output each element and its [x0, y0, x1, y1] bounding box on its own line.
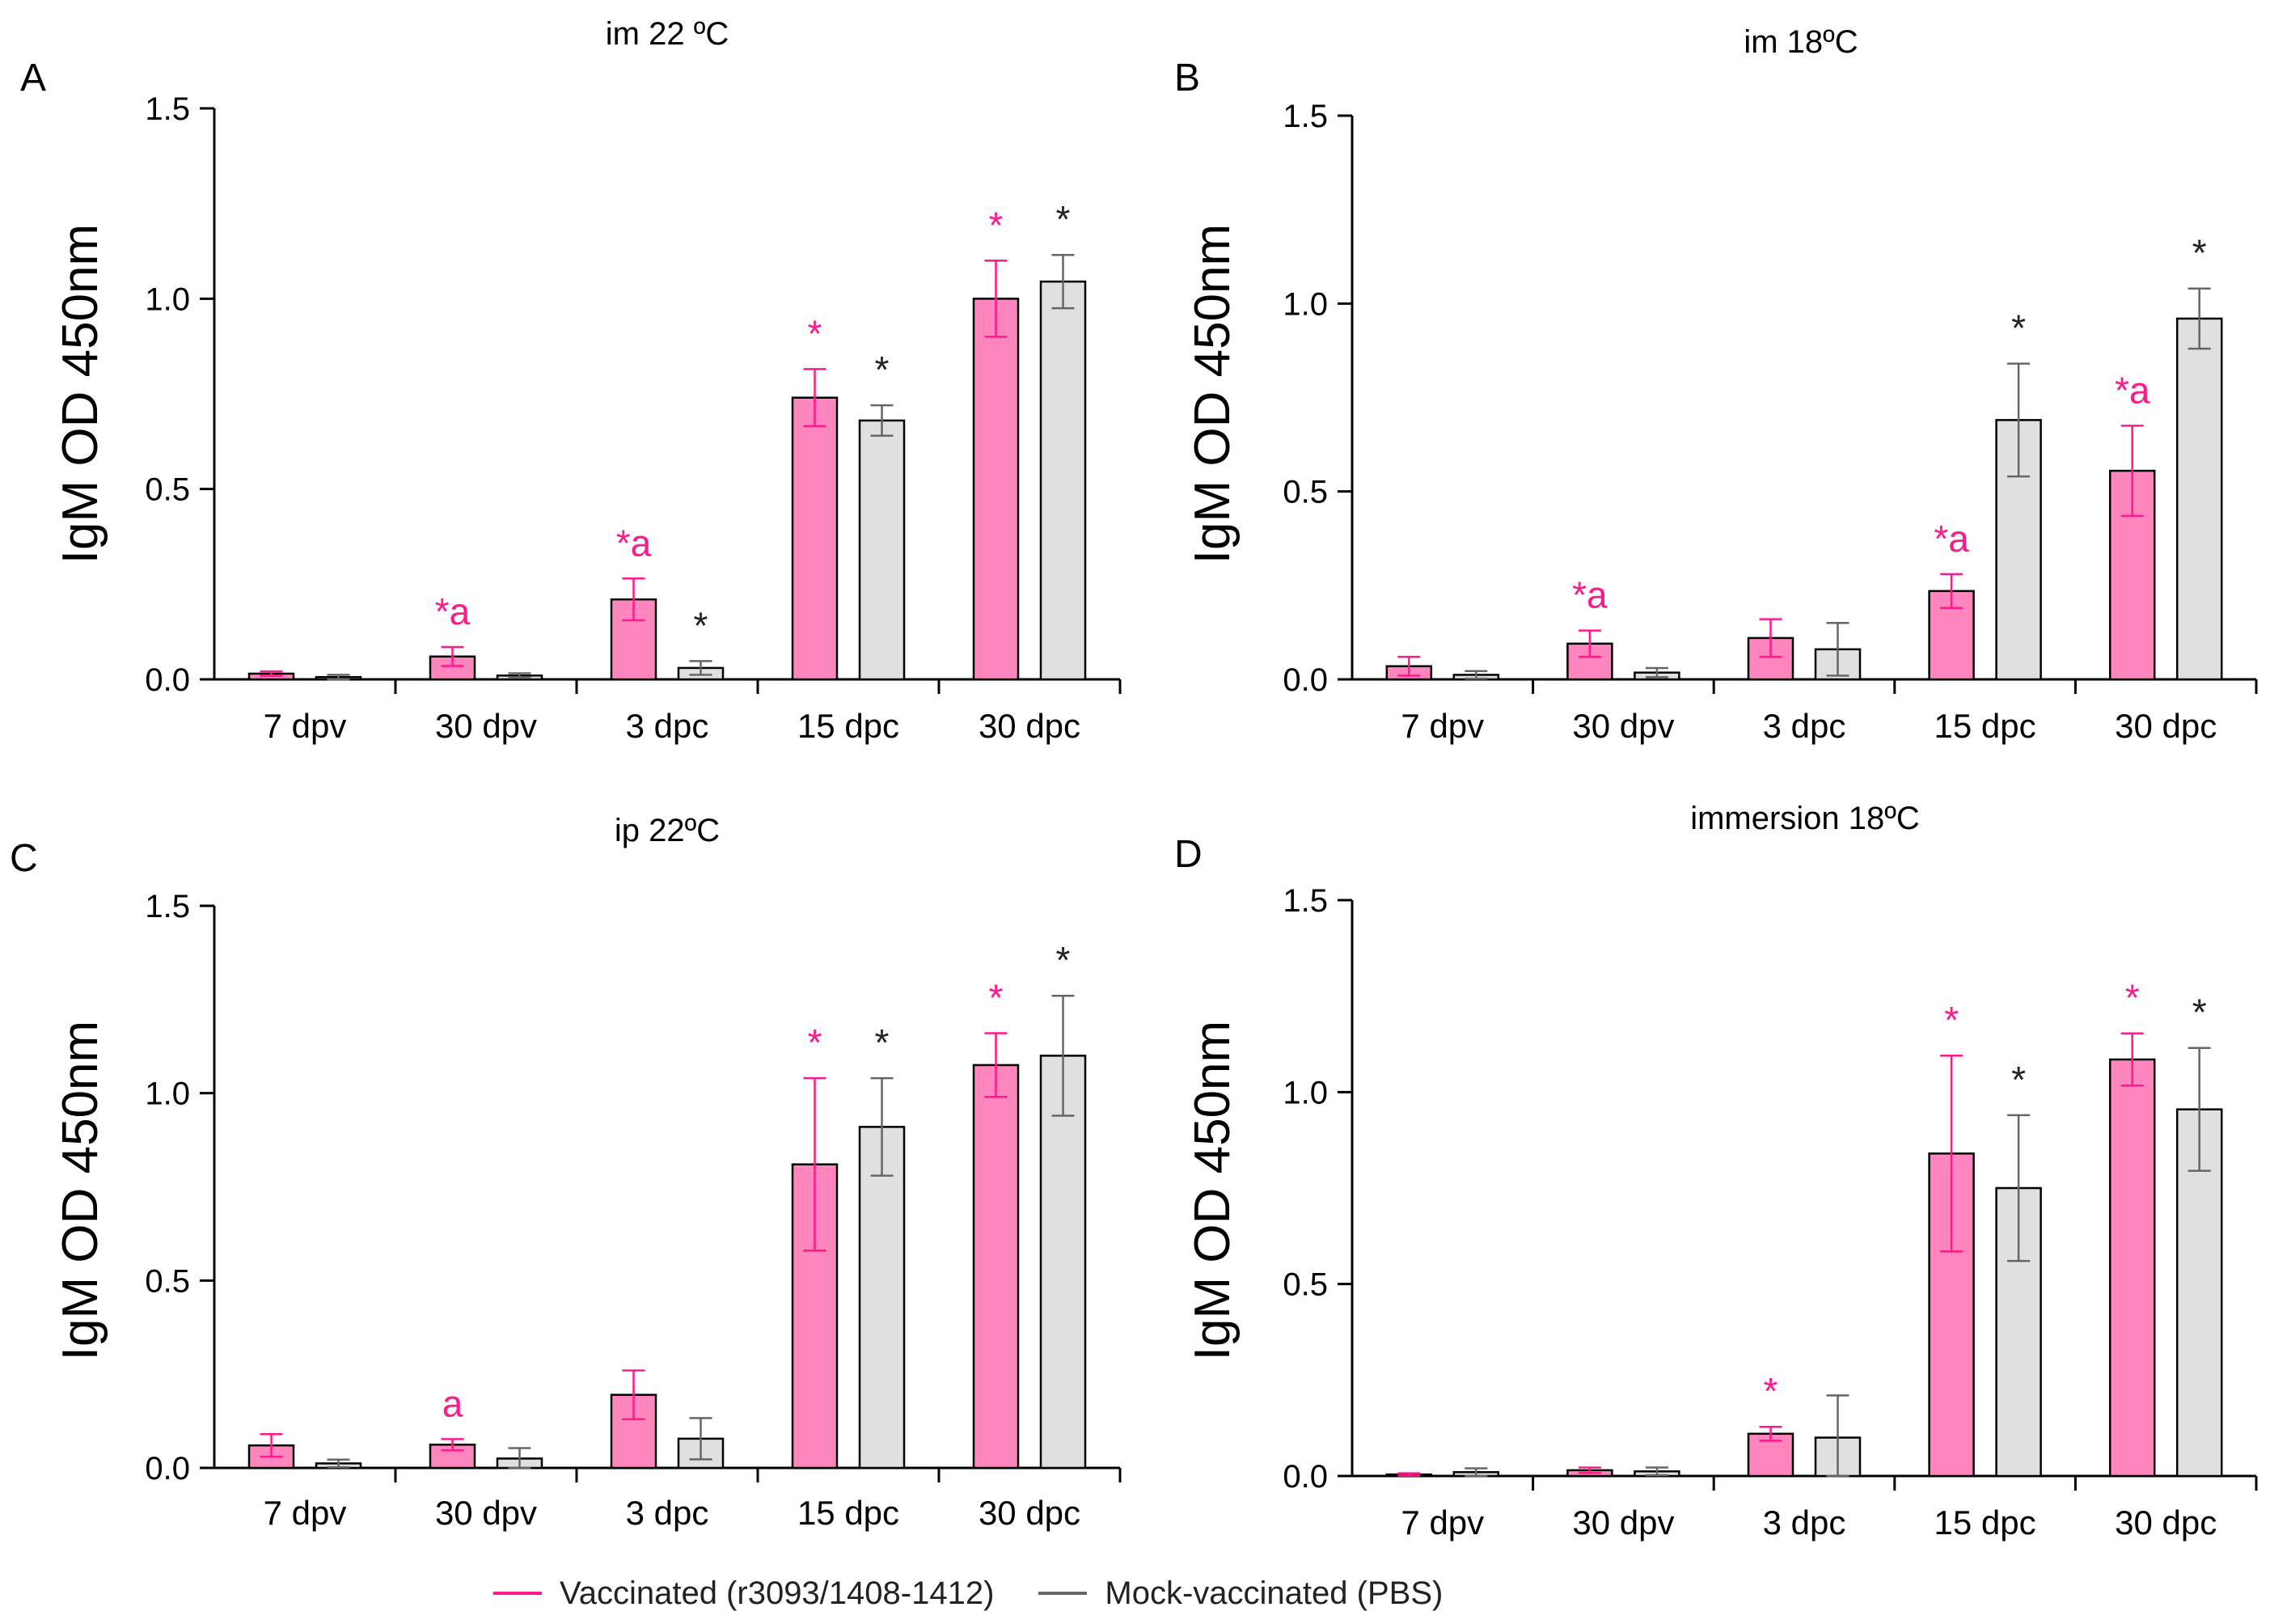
- y-tick-label: 0.0: [145, 1451, 190, 1487]
- x-tick-label: 30 dpc: [979, 707, 1080, 745]
- y-tick-label: 1.5: [1283, 883, 1328, 919]
- legend-item-vaccinated: Vaccinated (r3093/1408-1412): [493, 1575, 994, 1612]
- y-tick-label: 0.5: [145, 472, 190, 508]
- legend-swatch-vaccinated: [493, 1592, 542, 1595]
- y-tick-label: 0.5: [1283, 475, 1328, 510]
- chart-svg-b: Bim 18ºC IgM OD 450nm 0.0 0.5 1.0 1.5 7 dpv 30 …: [1174, 24, 2258, 745]
- bar-vaccinated: [972, 1064, 1020, 1470]
- legend-label-vaccinated: Vaccinated (r3093/1408-1412): [560, 1575, 995, 1611]
- chart-svg-a: Aim 22 ºC IgM OD 450nm 0.0 0.5 1.0 1.5 7 dpv 30…: [20, 16, 1122, 745]
- significance-annotation: *: [875, 1021, 890, 1064]
- legend-item-mock: Mock-vaccinated (PBS): [1038, 1575, 1443, 1612]
- y-tick-label: 0.0: [1283, 1459, 1328, 1495]
- y-axis-label: IgM OD 450nm: [53, 1021, 108, 1360]
- significance-annotation: *: [989, 977, 1004, 1019]
- x-tick-label: 7 dpv: [264, 707, 347, 745]
- y-tick-label: 0.0: [145, 662, 190, 698]
- x-tick-label: 15 dpc: [1934, 1503, 2036, 1542]
- chart-title: im 18ºC: [1744, 24, 1858, 60]
- significance-annotation: *a: [435, 590, 471, 632]
- x-tick-label: 15 dpc: [1934, 707, 2036, 745]
- significance-annotation: *: [989, 204, 1004, 246]
- x-tick-label: 3 dpc: [626, 707, 709, 745]
- x-tick-label: 30 dpc: [979, 1494, 1080, 1532]
- y-tick-label: 0.5: [1283, 1267, 1328, 1303]
- y-tick-label: 1.5: [1283, 99, 1328, 134]
- x-tick-label: 30 dpv: [1572, 1503, 1674, 1542]
- significance-annotation: *a: [1572, 574, 1608, 616]
- x-tick-label: 30 dpc: [2115, 1503, 2217, 1542]
- x-tick-label: 30 dpc: [2115, 707, 2217, 745]
- significance-annotation: *: [1944, 999, 1959, 1041]
- bar-mock: [858, 1126, 906, 1470]
- significance-annotation: *a: [1934, 518, 1969, 560]
- significance-annotation: *: [808, 1021, 822, 1064]
- chart-title: im 22 ºC: [606, 16, 729, 52]
- x-tick-label: 15 dpc: [797, 1494, 899, 1532]
- legend: Vaccinated (r3093/1408-1412) Mock-vaccin…: [493, 1569, 1487, 1618]
- bar-mock: [1039, 280, 1087, 681]
- y-tick-label: 0.5: [145, 1263, 190, 1299]
- legend-label-mock: Mock-vaccinated (PBS): [1105, 1575, 1444, 1611]
- x-tick-label: 3 dpc: [626, 1494, 709, 1532]
- chart-svg-c: Cip 22ºC IgM OD 450nm 0.0 0.5 1.0 1.5 7 dpv 30 …: [10, 813, 1122, 1532]
- y-tick-label: 1.0: [1283, 286, 1328, 322]
- panel-letter: C: [10, 837, 38, 880]
- y-tick-label: 0.0: [1283, 662, 1328, 698]
- significance-annotation: *: [2192, 232, 2207, 274]
- significance-annotation: *: [2192, 992, 2207, 1034]
- significance-annotation: *: [2011, 1059, 2026, 1101]
- significance-annotation: *a: [2115, 369, 2150, 411]
- x-tick-label: 3 dpc: [1763, 1503, 1846, 1542]
- x-tick-label: 30 dpv: [435, 1494, 537, 1532]
- bar-vaccinated: [972, 298, 1020, 681]
- significance-annotation: *: [1764, 1370, 1778, 1412]
- significance-annotation: *: [2125, 977, 2140, 1019]
- x-tick-label: 7 dpv: [1401, 707, 1484, 745]
- significance-annotation: *: [1056, 939, 1071, 981]
- significance-annotation: *: [2011, 307, 2026, 349]
- x-tick-label: 7 dpv: [1401, 1503, 1484, 1542]
- chart-title: ip 22ºC: [615, 813, 720, 848]
- significance-annotation: *: [694, 604, 708, 646]
- significance-annotation: *: [875, 349, 890, 391]
- x-tick-label: 30 dpv: [1572, 707, 1674, 745]
- y-tick-label: 1.0: [145, 1076, 190, 1112]
- legend-swatch-mock: [1038, 1592, 1088, 1595]
- y-tick-label: 1.5: [145, 91, 190, 127]
- y-axis-label: IgM OD 450nm: [1185, 224, 1241, 564]
- y-axis-label: IgM OD 450nm: [1185, 1021, 1241, 1360]
- x-tick-label: 3 dpc: [1763, 707, 1846, 745]
- significance-annotation: *: [1056, 198, 1071, 240]
- panel-letter: A: [20, 57, 46, 99]
- y-tick-label: 1.5: [145, 889, 190, 924]
- y-tick-label: 1.0: [1283, 1075, 1328, 1110]
- x-tick-label: 7 dpv: [264, 1494, 347, 1532]
- bar-vaccinated: [791, 396, 839, 681]
- bar-mock: [858, 419, 906, 681]
- x-tick-label: 30 dpv: [435, 707, 537, 745]
- significance-annotation: *a: [616, 522, 652, 564]
- significance-annotation: a: [442, 1382, 463, 1424]
- bar-vaccinated: [2108, 1058, 2156, 1478]
- chart-title: immersion 18ºC: [1690, 801, 1920, 836]
- panel-letter: B: [1174, 57, 1200, 99]
- x-tick-label: 15 dpc: [797, 707, 899, 745]
- y-axis-label: IgM OD 450nm: [53, 224, 108, 564]
- significance-annotation: *: [808, 312, 822, 354]
- y-tick-label: 1.0: [145, 281, 190, 317]
- bar-mock: [1039, 1055, 1087, 1470]
- panel-letter: D: [1174, 833, 1203, 876]
- bar-mock: [2175, 317, 2223, 681]
